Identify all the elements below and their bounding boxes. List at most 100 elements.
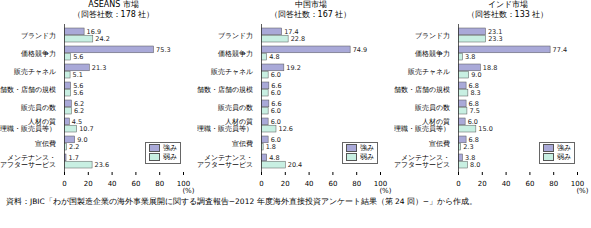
svg-text:6.0: 6.0 (270, 136, 281, 144)
svg-text:2.3: 2.3 (463, 143, 473, 151)
svg-text:23.6: 23.6 (95, 161, 109, 169)
svg-text:6.0: 6.0 (270, 118, 281, 126)
svg-text:100: 100 (176, 180, 191, 189)
svg-text:5.1: 5.1 (73, 71, 83, 79)
svg-text:60: 60 (525, 180, 534, 188)
svg-text:6.2: 6.2 (74, 107, 84, 115)
svg-text:2.2: 2.2 (69, 143, 79, 151)
svg-text:0: 0 (456, 180, 460, 188)
svg-text:(%): (%) (379, 187, 391, 195)
svg-text:販売員の数: 販売員の数 (21, 104, 56, 112)
svg-text:ブランド力: ブランド力 (21, 32, 56, 40)
html-text:資料：JBIC「わが国製造企業の海外事業展開に関する調査報告: 資料：JBIC「わが国製造企業の海外事業展開に関する調査報告−2012 年度海外… (6, 197, 478, 206)
svg-text:80: 80 (549, 180, 558, 188)
svg-text:17.4: 17.4 (284, 28, 299, 36)
html-text:（回答社数：167 社）: （回答社数：167 社） (269, 10, 352, 19)
svg-text:6.0: 6.0 (271, 107, 281, 115)
svg-text:6.2: 6.2 (73, 100, 85, 108)
svg-text:6.6: 6.6 (271, 82, 282, 90)
svg-text:21.3: 21.3 (92, 64, 106, 72)
svg-text:0: 0 (259, 180, 263, 188)
svg-text:24.2: 24.2 (95, 35, 109, 43)
svg-text:価格競争力: 価格競争力 (21, 50, 56, 58)
svg-text:7.5: 7.5 (469, 107, 479, 115)
svg-text:19.2: 19.2 (286, 64, 300, 72)
svg-text:20.4: 20.4 (288, 161, 302, 169)
svg-text:人材の質（管理職・販売員等）: 人材の質（管理職・販売員等） (0, 118, 56, 133)
svg-text:23.1: 23.1 (488, 28, 503, 36)
svg-text:価格競争力: 価格競争力 (218, 50, 253, 58)
svg-text:60: 60 (328, 180, 337, 188)
svg-text:ブランド力: ブランド力 (218, 32, 253, 40)
svg-text:人材の質（管理職・販売員等）: 人材の質（管理職・販売員等） (197, 118, 253, 133)
svg-text:6.0: 6.0 (271, 71, 281, 79)
html-text:インド市場: インド市場 (487, 0, 528, 9)
svg-text:74.9: 74.9 (353, 46, 367, 54)
html-text:強み: 強み (163, 144, 177, 152)
svg-text:宣伝費: 宣伝費 (232, 140, 253, 148)
svg-text:(%): (%) (182, 187, 194, 195)
svg-text:3.8: 3.8 (465, 53, 475, 61)
html-text:ASEANS 市場: ASEANS 市場 (88, 0, 139, 9)
svg-text:販売員の数: 販売員の数 (415, 104, 450, 112)
svg-text:価格競争力: 価格競争力 (415, 50, 450, 58)
svg-text:店舗数・店舗の規模: 店舗数・店舗の規模 (0, 86, 56, 94)
svg-text:メンテナンス・アフターサービス: メンテナンス・アフターサービス (0, 154, 56, 169)
svg-text:0: 0 (62, 180, 66, 188)
html-text:弱み: 弱み (360, 153, 374, 161)
svg-text:人材の質（管理職・販売員等）: 人材の質（管理職・販売員等） (394, 118, 450, 133)
svg-text:12.6: 12.6 (278, 125, 292, 133)
svg-text:77.4: 77.4 (553, 46, 567, 54)
html-text:（回答社数：178 社）: （回答社数：178 社） (72, 10, 155, 19)
svg-text:9.0: 9.0 (77, 136, 88, 144)
svg-text:宣伝費: 宣伝費 (35, 140, 56, 148)
svg-text:メンテナンス・アフターサービス: メンテナンス・アフターサービス (394, 154, 450, 169)
html-text:弱み: 弱み (163, 153, 177, 161)
svg-text:販売チャネル: 販売チャネル (14, 68, 56, 76)
svg-text:6.6: 6.6 (271, 100, 282, 108)
html-text:（回答社数：133 社）: （回答社数：133 社） (466, 10, 549, 19)
svg-text:メンテナンス・アフターサービス: メンテナンス・アフターサービス (197, 154, 253, 169)
svg-text:22.8: 22.8 (291, 35, 305, 43)
svg-text:店舗数・店舗の規模: 店舗数・店舗の規模 (197, 86, 253, 94)
svg-text:40: 40 (108, 180, 117, 188)
svg-text:18.8: 18.8 (483, 64, 497, 72)
svg-text:ブランド力: ブランド力 (415, 32, 450, 40)
svg-text:8.0: 8.0 (470, 161, 480, 169)
svg-text:20: 20 (281, 180, 290, 188)
svg-text:16.9: 16.9 (86, 28, 102, 36)
svg-text:4.8: 4.8 (269, 154, 279, 162)
svg-text:(%): (%) (576, 187, 588, 195)
svg-text:9.0: 9.0 (471, 71, 481, 79)
svg-text:店舗数・店舗の規模: 店舗数・店舗の規模 (394, 86, 450, 94)
svg-text:4.5: 4.5 (71, 118, 83, 126)
svg-text:100: 100 (373, 180, 388, 189)
svg-text:8.3: 8.3 (470, 89, 480, 97)
svg-text:40: 40 (305, 180, 314, 188)
svg-text:15.0: 15.0 (478, 125, 492, 133)
svg-text:宣伝費: 宣伝費 (429, 140, 450, 148)
svg-text:80: 80 (155, 180, 164, 188)
svg-text:販売員の数: 販売員の数 (218, 104, 253, 112)
svg-text:販売チャネル: 販売チャネル (211, 68, 253, 76)
html-text:強み: 強み (360, 144, 374, 152)
svg-text:20: 20 (84, 180, 93, 188)
svg-text:6.0: 6.0 (271, 89, 281, 97)
svg-text:6.0: 6.0 (468, 118, 478, 126)
svg-text:5.6: 5.6 (73, 53, 83, 61)
svg-text:1.7: 1.7 (69, 154, 79, 162)
svg-text:40: 40 (502, 180, 511, 188)
svg-text:20: 20 (478, 180, 487, 188)
html-text:中国市場: 中国市場 (294, 0, 327, 9)
svg-text:5.6: 5.6 (73, 82, 84, 90)
svg-text:4.8: 4.8 (269, 53, 279, 61)
svg-text:100: 100 (570, 180, 585, 189)
svg-text:60: 60 (131, 180, 140, 188)
svg-text:販売チャネル: 販売チャネル (408, 68, 450, 76)
svg-text:5.6: 5.6 (73, 89, 83, 97)
svg-text:23.3: 23.3 (488, 35, 502, 43)
svg-text:75.3: 75.3 (156, 46, 170, 54)
svg-text:80: 80 (352, 180, 361, 188)
svg-text:10.7: 10.7 (79, 125, 93, 133)
svg-text:1.8: 1.8 (266, 143, 276, 151)
